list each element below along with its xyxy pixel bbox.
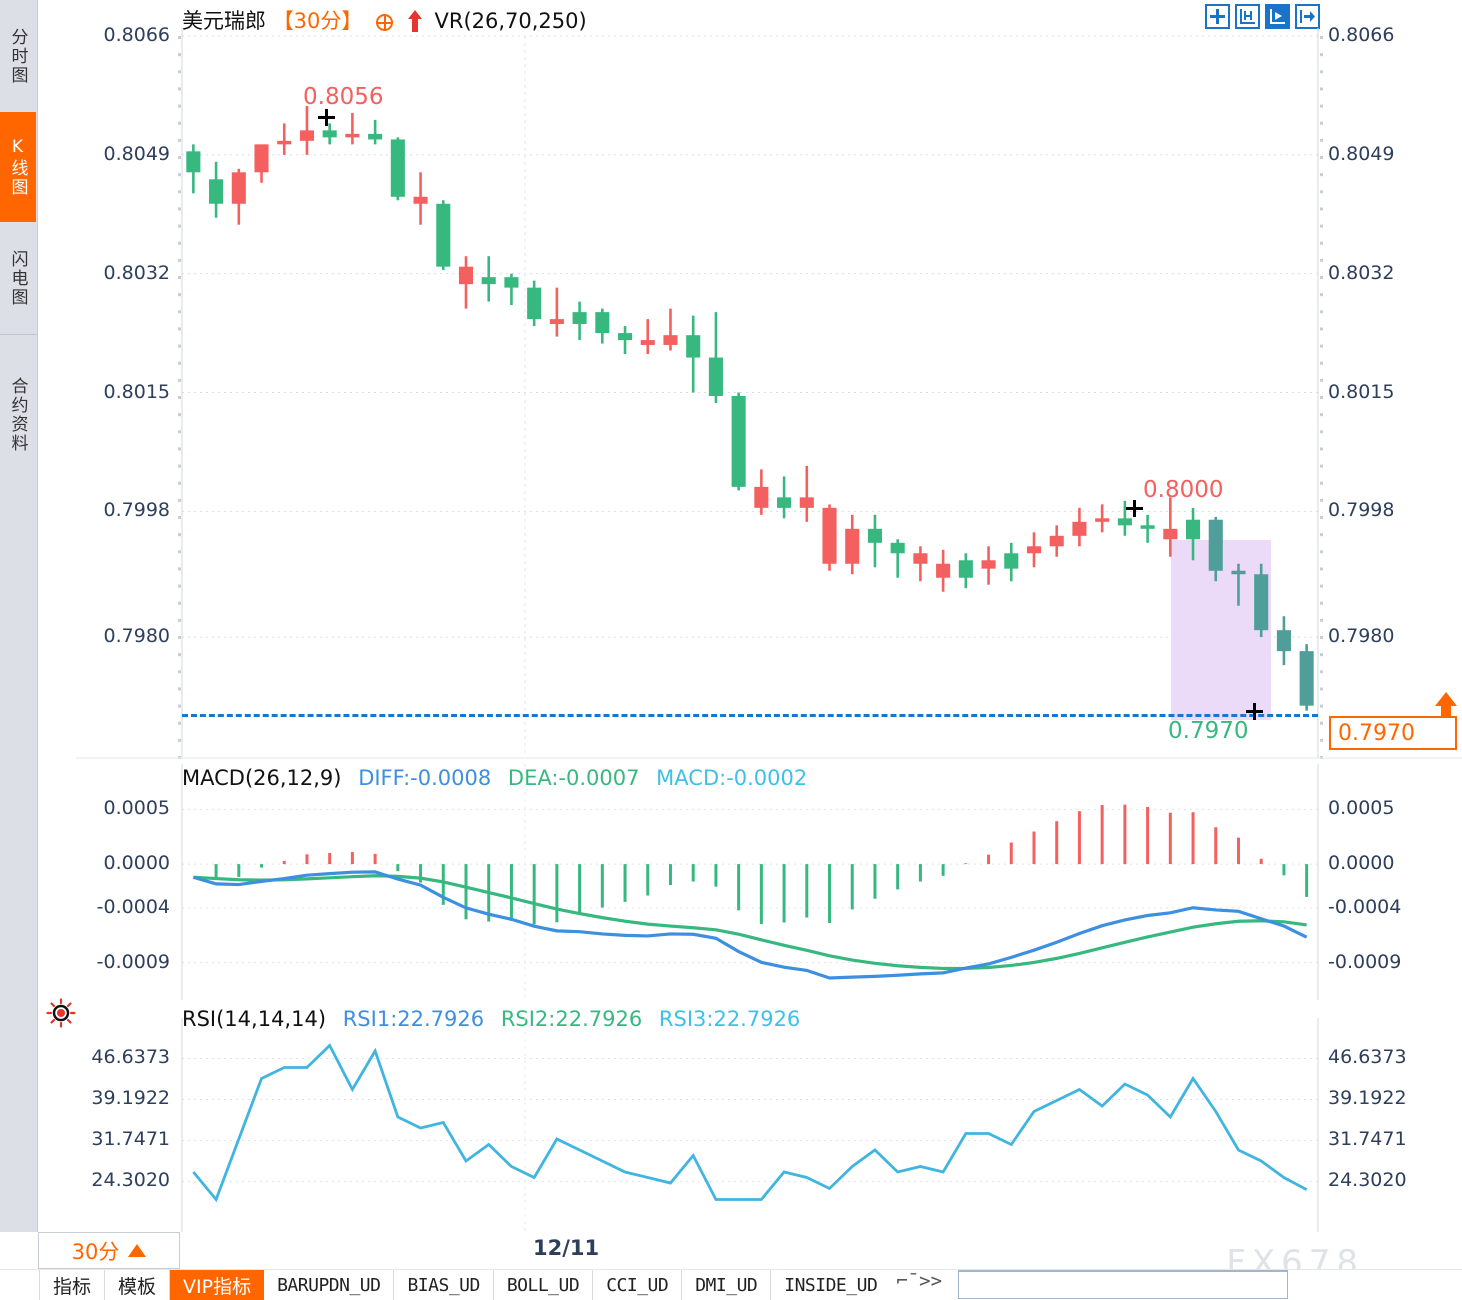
tab-bias-ud[interactable]: BIAS_UD (394, 1270, 494, 1300)
macd-dea-value: DEA:-0.0007 (507, 766, 640, 790)
toolbar-more-button[interactable]: ⌐ˉ>> (896, 1270, 943, 1292)
rsi-plot[interactable] (38, 1000, 1462, 1232)
left-axis-tick: 46.6373 (91, 1046, 170, 1069)
left-axis-tick: 0.0000 (103, 852, 170, 875)
left-axis-tick: -0.0004 (96, 895, 170, 918)
tab-cci-ud[interactable]: CCI_UD (593, 1270, 683, 1300)
rsi3-value: RSI3:22.7926 (658, 1007, 801, 1031)
right-axis-tick: 24.3020 (1328, 1169, 1407, 1192)
right-axis-tick: 31.7471 (1328, 1128, 1407, 1151)
sidebar-item-time-chart[interactable]: 分时图 (7, 27, 28, 85)
period-selector-label: 30分 (71, 1239, 120, 1264)
right-axis-tick: 39.1922 (1328, 1087, 1407, 1110)
left-axis-tick: -0.0009 (96, 950, 170, 973)
symbol-name: 美元瑞郎 (182, 9, 266, 33)
expand-right-icon[interactable] (1295, 4, 1320, 29)
tab-barupdn-ud[interactable]: BARUPDN_UD (264, 1270, 395, 1300)
triangle-up-icon (128, 1244, 147, 1257)
toolbar-left-pad (0, 1270, 40, 1300)
vr-indicator-label: VR(26,70,250) (434, 9, 587, 33)
chart-tool-buttons (1205, 4, 1320, 29)
date-axis-label: 12/11 (533, 1236, 600, 1260)
left-axis-tick: 0.7980 (103, 625, 170, 648)
zoom-region-icon[interactable] (1265, 4, 1290, 29)
tab-templates[interactable]: 模板 (105, 1270, 171, 1300)
left-axis-tick: 0.8015 (103, 380, 170, 403)
left-sidebar: 分时图 K线图 闪电图 合约资料 (0, 0, 38, 1232)
right-axis-tick: 0.0000 (1328, 852, 1395, 875)
left-axis-tick: 39.1922 (91, 1087, 170, 1110)
current-price-line (182, 714, 1318, 717)
right-axis-tick: 0.8032 (1328, 261, 1395, 284)
sidebar-item-contract-info[interactable]: 合约资料 (7, 377, 28, 453)
macd-diff-value: DIFF:-0.0008 (358, 766, 492, 790)
left-axis-tick: 0.8049 (103, 142, 170, 165)
left-axis-tick: 0.8066 (103, 24, 170, 46)
right-axis-tick: 0.7980 (1328, 625, 1395, 648)
crosshair-move-icon[interactable] (1205, 4, 1230, 29)
left-axis-tick: 24.3020 (91, 1169, 170, 1192)
tab-dmi-ud[interactable]: DMI_UD (682, 1270, 772, 1300)
rsi-title-row: RSI(14,14,14) RSI1:22.7926 RSI2:22.7926 … (182, 1007, 800, 1031)
right-axis-tick: 0.0005 (1328, 797, 1395, 820)
period-badge[interactable]: 【30分】 (272, 9, 363, 33)
measure-range-icon[interactable] (1235, 4, 1260, 29)
current-price-tag[interactable]: 0.7970 (1329, 716, 1457, 750)
high-crosshair-marker (318, 109, 335, 126)
right-axis-tick: 0.8049 (1328, 142, 1395, 165)
tab-inside-ud[interactable]: INSIDE_UD (784, 1274, 878, 1296)
toolbar-input-field[interactable] (958, 1270, 1289, 1299)
left-axis-tick: 31.7471 (91, 1128, 170, 1151)
macd-title-row: MACD(26,12,9) DIFF:-0.0008 DEA:-0.0007 M… (182, 766, 807, 790)
low-price-label: 0.7970 (1168, 718, 1249, 744)
left-axis-tick: 0.0005 (103, 797, 170, 820)
price-tag-arrow-icon (1435, 692, 1457, 706)
right-axis-tick: 0.8066 (1328, 24, 1395, 46)
right-axis-tick: 46.6373 (1328, 1046, 1407, 1069)
tab-vip-indicators[interactable]: VIP指标 (170, 1270, 265, 1300)
rsi1-value: RSI1:22.7926 (342, 1007, 485, 1031)
macd-macd-value: MACD:-0.0002 (656, 766, 808, 790)
sidebar-item-lightning-chart[interactable]: 闪电图 (7, 249, 28, 307)
mid-crosshair-marker (1126, 500, 1143, 517)
candlestick-series[interactable] (38, 0, 1462, 760)
crosshair-target-icon[interactable] (376, 14, 394, 31)
left-axis-tick: 0.8032 (103, 261, 170, 284)
sidebar-item-kline-chart[interactable]: K线图 (0, 112, 36, 222)
right-axis-tick: -0.0009 (1328, 950, 1402, 973)
period-selector[interactable]: 30分 (38, 1232, 180, 1269)
bottom-toolbar: 指标 模板 VIP指标 BARUPDN_UD BIAS_UD BOLL_UD C… (0, 1269, 1462, 1300)
left-axis-tick: 0.7998 (103, 499, 170, 522)
rsi2-value: RSI2:22.7926 (500, 1007, 643, 1031)
chart-area[interactable]: 美元瑞郎 【30分】 VR(26,70,250) (38, 0, 1462, 1283)
price-tag-arrow-stem (1441, 704, 1451, 716)
up-arrow-icon (407, 10, 423, 32)
right-axis-tick: -0.0004 (1328, 895, 1402, 918)
price-plot[interactable] (38, 0, 1462, 760)
macd-plot[interactable] (38, 760, 1462, 1000)
rsi-label: RSI(14,14,14) (182, 1007, 327, 1031)
sidebar-divider (0, 334, 37, 344)
high-price-label: 0.8056 (303, 84, 384, 110)
brightness-icon[interactable] (46, 998, 76, 1028)
last-crosshair-marker (1246, 703, 1263, 720)
right-axis-tick: 0.8015 (1328, 380, 1395, 403)
mid-price-label: 0.8000 (1143, 477, 1224, 503)
macd-label: MACD(26,12,9) (182, 766, 342, 790)
tab-boll-ud[interactable]: BOLL_UD (494, 1270, 594, 1300)
tab-indicators[interactable]: 指标 (40, 1270, 106, 1300)
right-axis-tick: 0.7998 (1328, 499, 1395, 522)
chart-header: 美元瑞郎 【30分】 VR(26,70,250) (182, 5, 587, 35)
